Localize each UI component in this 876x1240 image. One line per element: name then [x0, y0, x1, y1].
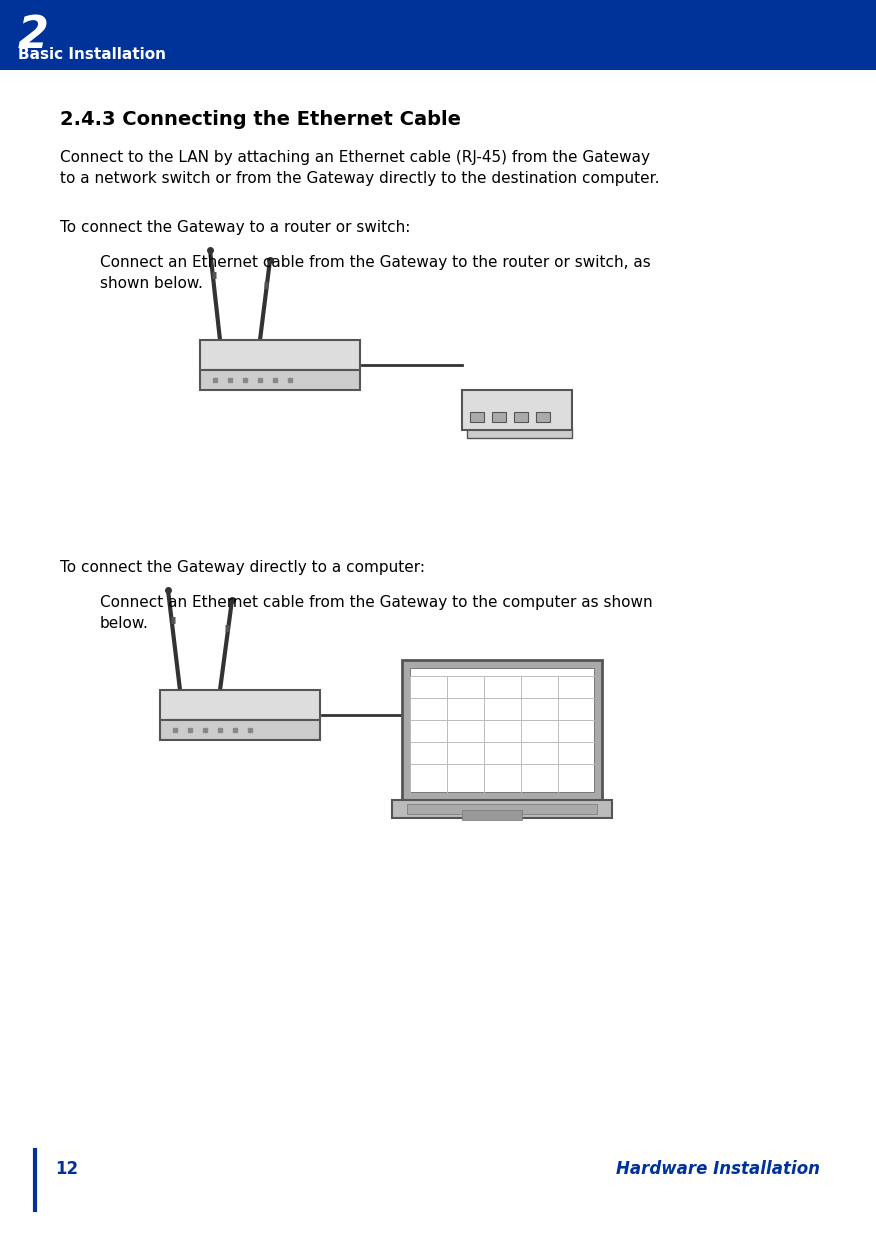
- Bar: [514, 412, 528, 422]
- Text: 2.4.3 Connecting the Ethernet Cable: 2.4.3 Connecting the Ethernet Cable: [60, 110, 461, 129]
- Bar: [410, 668, 594, 792]
- Text: 2: 2: [18, 14, 49, 57]
- Bar: [200, 340, 360, 370]
- Bar: [467, 428, 572, 438]
- Bar: [407, 804, 597, 813]
- Bar: [470, 412, 484, 422]
- Text: Connect to the LAN by attaching an Ethernet cable (RJ-45) from the Gateway
to a : Connect to the LAN by attaching an Ether…: [60, 150, 660, 186]
- Bar: [160, 720, 320, 740]
- Text: Basic Installation: Basic Installation: [18, 47, 166, 62]
- Bar: [160, 689, 320, 720]
- Text: To connect the Gateway directly to a computer:: To connect the Gateway directly to a com…: [60, 560, 425, 575]
- Text: Connect an Ethernet cable from the Gateway to the router or switch, as
shown bel: Connect an Ethernet cable from the Gatew…: [100, 255, 651, 291]
- Bar: [462, 810, 522, 820]
- Text: 12: 12: [55, 1159, 78, 1178]
- Text: To connect the Gateway to a router or switch:: To connect the Gateway to a router or sw…: [60, 219, 410, 236]
- Bar: [536, 412, 550, 422]
- Text: Hardware Installation: Hardware Installation: [616, 1159, 820, 1178]
- Bar: [200, 370, 360, 391]
- Bar: [392, 800, 612, 818]
- Bar: [462, 391, 572, 430]
- Bar: [0, 0, 876, 69]
- Bar: [492, 412, 506, 422]
- Bar: [402, 660, 602, 800]
- Text: Connect an Ethernet cable from the Gateway to the computer as shown
below.: Connect an Ethernet cable from the Gatew…: [100, 595, 653, 631]
